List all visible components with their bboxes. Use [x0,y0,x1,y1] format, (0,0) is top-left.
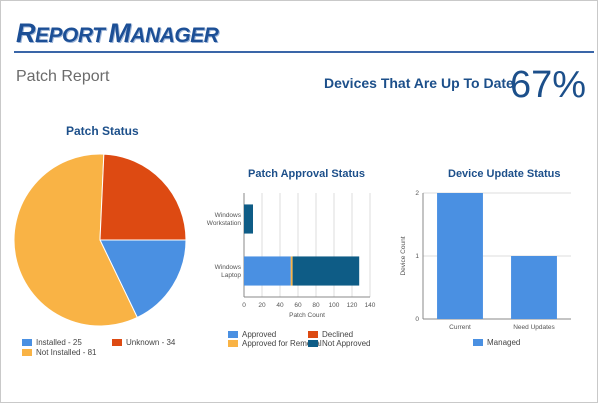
device-update-status-title: Device Update Status [448,168,561,180]
patch-approval-status-chart: 0 20 40 60 80 100 120 140 Patch Count Windows Work… [207,193,376,319]
y-category-label: Windows Laptop [215,264,242,279]
x-category-label: Current [449,324,471,331]
x-axis-label: Patch Count [289,312,325,319]
patch-status-title: Patch Status [66,124,139,138]
bar-not-approved-windows-laptop [292,256,360,286]
y-category-label: Windows Workstation [207,212,242,227]
report-manager-logo: REPORT MANAGER [16,18,219,48]
patch-approval-status-title: Patch Approval Status [248,168,365,180]
up-to-date-label: Devices That Are Up To Date [324,75,514,91]
pie-slice-installed-25 [99,239,187,319]
pie-slice-not-installed-81 [13,153,138,327]
page-title: Patch Report [16,68,110,85]
bar-approved-for-removal-windows-laptop [290,256,293,286]
x-category-label: Need Updates [513,324,555,331]
patch-status-pie-chart [13,153,187,327]
x-tick-label: 140 [365,302,376,309]
y-tick-label: 0 [415,316,419,323]
x-tick-label: 120 [347,302,358,309]
x-tick-label: 80 [312,302,320,309]
bar-managed-current [437,193,483,319]
logo-divider [14,51,594,53]
x-tick-label: 0 [242,302,246,309]
up-to-date-value: 67% [510,64,587,106]
y-tick-label: 1 [415,253,419,260]
y-axis-label: Device Count [400,236,407,275]
y-tick-label: 2 [415,190,419,197]
bar-managed-need-updates [511,256,557,319]
bar-approved-windows-laptop [244,256,291,286]
x-tick-label: 60 [294,302,302,309]
x-tick-label: 40 [276,302,284,309]
bar-not-approved-windows-workstation [244,204,253,234]
x-tick-label: 20 [258,302,266,309]
x-tick-label: 100 [329,302,340,309]
device-update-status-chart: 0 1 2 Device Count Current Need Updates [400,190,571,331]
pie-slice-unknown-34 [99,153,187,241]
